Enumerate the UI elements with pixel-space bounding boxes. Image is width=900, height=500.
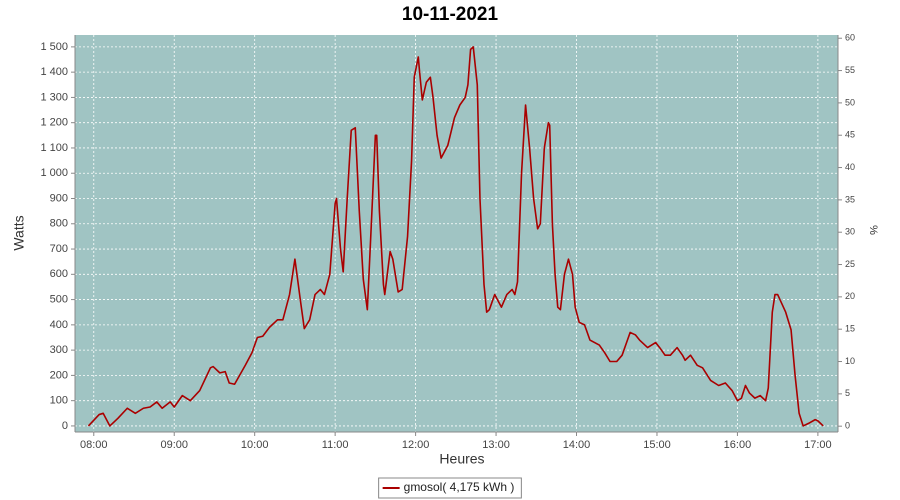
y2-tick-label: 5 [845, 388, 850, 398]
x-tick-label: 10:00 [241, 439, 269, 451]
y2-tick-label: 20 [845, 291, 855, 301]
y2-tick-label: 50 [845, 97, 855, 107]
y-tick-label: 600 [50, 268, 68, 280]
legend-box [378, 477, 522, 499]
y2-tick-label: 45 [845, 130, 855, 140]
legend: gmosol( 4,175 kWh ) [378, 477, 522, 499]
legend-label: gmosol( 4,175 kWh ) [404, 480, 515, 494]
y-tick-label: 1 200 [40, 117, 68, 129]
x-tick-label: 16:00 [724, 439, 752, 451]
y2-axis-title: % [867, 225, 879, 235]
y2-tick-label: 60 [845, 33, 855, 43]
x-tick-label: 14:00 [563, 439, 591, 451]
y-tick-label: 200 [50, 369, 68, 381]
y-tick-label: 400 [50, 319, 68, 331]
x-tick-label: 11:00 [322, 439, 349, 451]
plot-background [75, 35, 838, 432]
y2-tick-label: 15 [845, 324, 855, 334]
x-tick-label: 13:00 [482, 439, 510, 451]
y2-tick-label: 40 [845, 162, 855, 172]
y-tick-label: 100 [50, 395, 68, 407]
y-tick-label: 800 [50, 218, 68, 230]
y2-tick-label: 0 [845, 421, 850, 431]
y-tick-label: 500 [50, 293, 68, 305]
x-tick-label: 17:00 [804, 439, 832, 451]
x-tick-label: 08:00 [80, 439, 108, 451]
x-axis-title: Heures [439, 451, 484, 467]
y-tick-label: 900 [50, 192, 68, 204]
y-axis-title: Watts [11, 215, 27, 250]
x-tick-label: 09:00 [160, 439, 188, 451]
y-tick-label: 1 100 [40, 142, 68, 154]
y2-tick-label: 25 [845, 259, 855, 269]
y-tick-label: 1 500 [40, 41, 68, 53]
y-tick-label: 1 400 [40, 66, 68, 78]
x-tick-label: 12:00 [402, 439, 430, 451]
y-tick-label: 0 [62, 420, 68, 432]
y2-tick-label: 55 [845, 65, 855, 75]
y-tick-label: 300 [50, 344, 68, 356]
y2-tick-label: 30 [845, 227, 855, 237]
y-tick-label: 1 300 [40, 91, 68, 103]
y2-tick-label: 10 [845, 356, 855, 366]
x-tick-label: 15:00 [643, 439, 671, 451]
y2-tick-label: 35 [845, 194, 855, 204]
data-line [87, 46, 824, 427]
y-tick-label: 700 [50, 243, 68, 255]
chart-title: 10-11-2021 [402, 4, 499, 25]
y-tick-label: 1 000 [40, 167, 68, 179]
